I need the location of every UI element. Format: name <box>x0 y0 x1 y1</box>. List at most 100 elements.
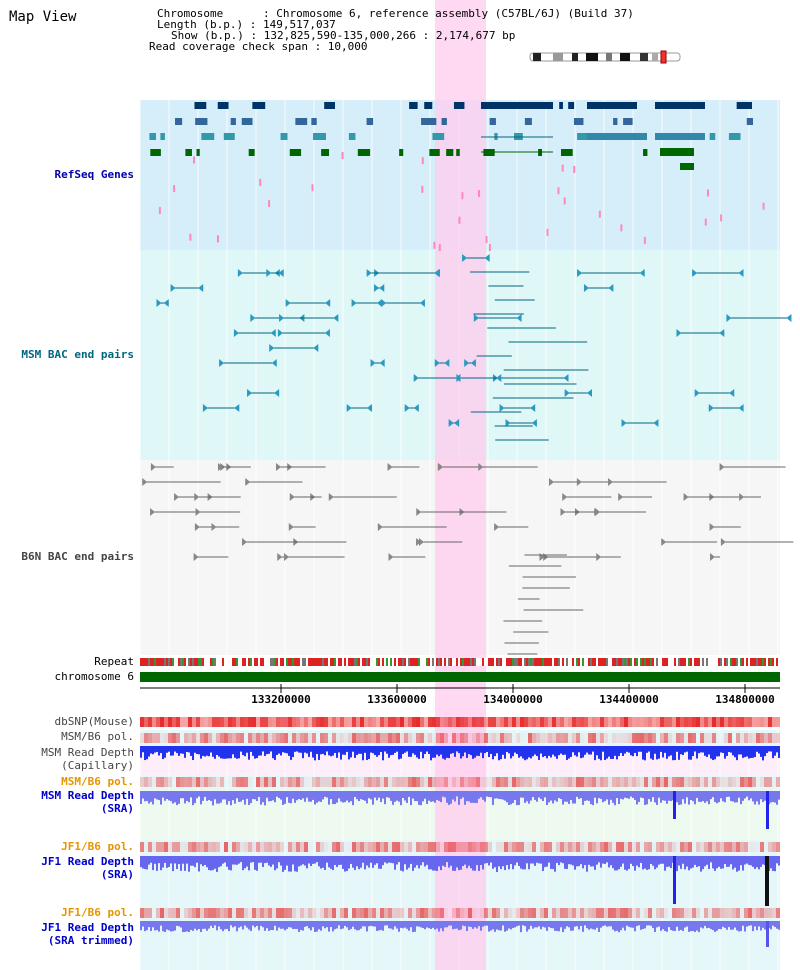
repeat-mark <box>422 658 424 666</box>
jf1-depth-sra-bar <box>696 856 698 868</box>
length-info: Length (b.p.) : 149,517,037 <box>157 18 336 31</box>
repeat-mark <box>428 658 430 666</box>
msm-depth-cap-bar <box>324 746 326 756</box>
jf1-depth-trim-bar <box>194 921 196 929</box>
msm-depth-cap-bar <box>638 746 640 752</box>
msm-pol-sra-heat <box>176 777 180 787</box>
jf1-depth-trim-bar <box>602 921 604 927</box>
bac-end <box>576 478 582 486</box>
msm-pol-heat <box>532 733 536 743</box>
bac-end <box>234 404 240 412</box>
msm-depth-cap-bar <box>500 746 502 760</box>
msm-depth-sra-bar <box>156 791 158 800</box>
msm-depth-cap-bar <box>708 746 710 755</box>
snp-mark <box>573 166 576 174</box>
bac-end <box>416 508 422 516</box>
track-label-refseq[interactable]: RefSeq Genes <box>54 168 134 181</box>
dbsnp-heat <box>652 717 656 727</box>
msm-depth-sra-bar <box>454 791 456 802</box>
repeat-mark <box>750 658 752 666</box>
repeat-mark <box>382 658 384 666</box>
bac-end <box>444 359 450 367</box>
dbsnp-heat <box>236 717 240 727</box>
jf1-pol-heat <box>640 842 644 852</box>
jf1-depth-sra-bar <box>146 856 148 870</box>
dbsnp-heat <box>212 717 216 727</box>
jf1-depth-trim-bar <box>702 921 704 929</box>
bac-end <box>270 329 276 337</box>
msm-depth-cap-bar <box>778 746 780 758</box>
dbsnp-heat <box>720 717 724 727</box>
repeat-mark <box>580 658 582 666</box>
msm-depth-sra-bar <box>688 791 690 805</box>
msm-pol-sra-heat <box>376 777 380 787</box>
msm-depth-sra-bar <box>736 791 738 803</box>
jf1-depth-trim-bar <box>354 921 356 930</box>
jf1-depth-trim-bar <box>644 921 646 929</box>
jf1-pol-heat <box>192 842 196 852</box>
jf1-depth-sra-bar <box>514 856 516 866</box>
repeat-mark <box>494 658 496 666</box>
bac-end <box>324 329 330 337</box>
msm-depth-sra-bar <box>296 791 298 801</box>
msm-pol-heat <box>776 733 780 743</box>
bac-end <box>202 404 208 412</box>
jf1-pol-heat <box>528 842 532 852</box>
msm-depth-cap-bar <box>674 746 676 761</box>
msm-depth-cap-bar <box>326 746 328 752</box>
msm-depth-sra-bar <box>172 791 174 804</box>
msm-depth-sra-bar <box>550 791 552 801</box>
jf1-depth-trim-bar <box>318 921 320 930</box>
jf1-depth-trim-bar <box>586 921 588 929</box>
bac-end <box>505 419 511 427</box>
jf1-depth-trim-bar <box>740 921 742 932</box>
repeat-mark <box>666 658 668 666</box>
jf1-pol-heat <box>180 842 184 852</box>
msm-pol-heat <box>144 733 148 743</box>
msm-pol-sra-heat <box>404 777 408 787</box>
gene-feature <box>568 102 575 109</box>
msm-pol-sra-heat <box>344 777 348 787</box>
jf1-pol-heat <box>776 842 780 852</box>
jf1-pol-heat <box>196 842 200 852</box>
jf1-depth-trim-bar <box>282 921 284 929</box>
jf1-depth-trim-bar <box>506 921 508 931</box>
jf1-depth-sra-bar <box>332 856 334 871</box>
jf1-depth-trim-bar <box>308 921 310 929</box>
jf1-pol-2-heat <box>600 908 604 918</box>
jf1-depth-sra-bar <box>494 856 496 868</box>
repeat-mark <box>504 658 506 666</box>
msm-pol-sra-heat <box>624 777 628 787</box>
msm-pol-sra-heat <box>536 777 540 787</box>
jf1-pol-2-heat <box>380 908 384 918</box>
msm-depth-sra-bar <box>734 791 736 803</box>
msm-depth-cap-bar <box>682 746 684 755</box>
jf1-depth-trim-bar <box>682 921 684 932</box>
jf1-pol-2-heat <box>524 908 528 918</box>
dbsnp-heat <box>436 717 440 727</box>
msm-pol-sra-heat <box>744 777 748 787</box>
msm-pol-heat <box>576 733 580 743</box>
bac-end <box>676 329 682 337</box>
track-label-b6n-bac[interactable]: B6N BAC end pairs <box>21 550 134 563</box>
dbsnp-heat <box>428 717 432 727</box>
msm-pol-heat <box>440 733 444 743</box>
jf1-depth-trim-bar <box>554 921 556 931</box>
msm-depth-cap-bar <box>508 746 510 754</box>
bac-end <box>587 389 593 397</box>
msm-depth-cap-bar <box>442 746 444 759</box>
jf1-pol-heat <box>508 842 512 852</box>
msm-depth-sra-bar <box>176 791 178 806</box>
jf1-depth-sra-bar <box>444 856 446 867</box>
msm-pol-sra-heat <box>428 777 432 787</box>
msm-depth-sra-bar <box>342 791 344 803</box>
msm-pol-sra-heat <box>668 777 672 787</box>
track-label-msm-bac[interactable]: MSM BAC end pairs <box>21 348 134 361</box>
jf1-depth-sra-bar <box>512 856 514 870</box>
jf1-pol-2-heat <box>752 908 756 918</box>
jf1-pol-2-heat <box>568 908 572 918</box>
jf1-depth-sra-bar <box>482 856 484 870</box>
jf1-depth-sra-bar <box>724 856 726 865</box>
